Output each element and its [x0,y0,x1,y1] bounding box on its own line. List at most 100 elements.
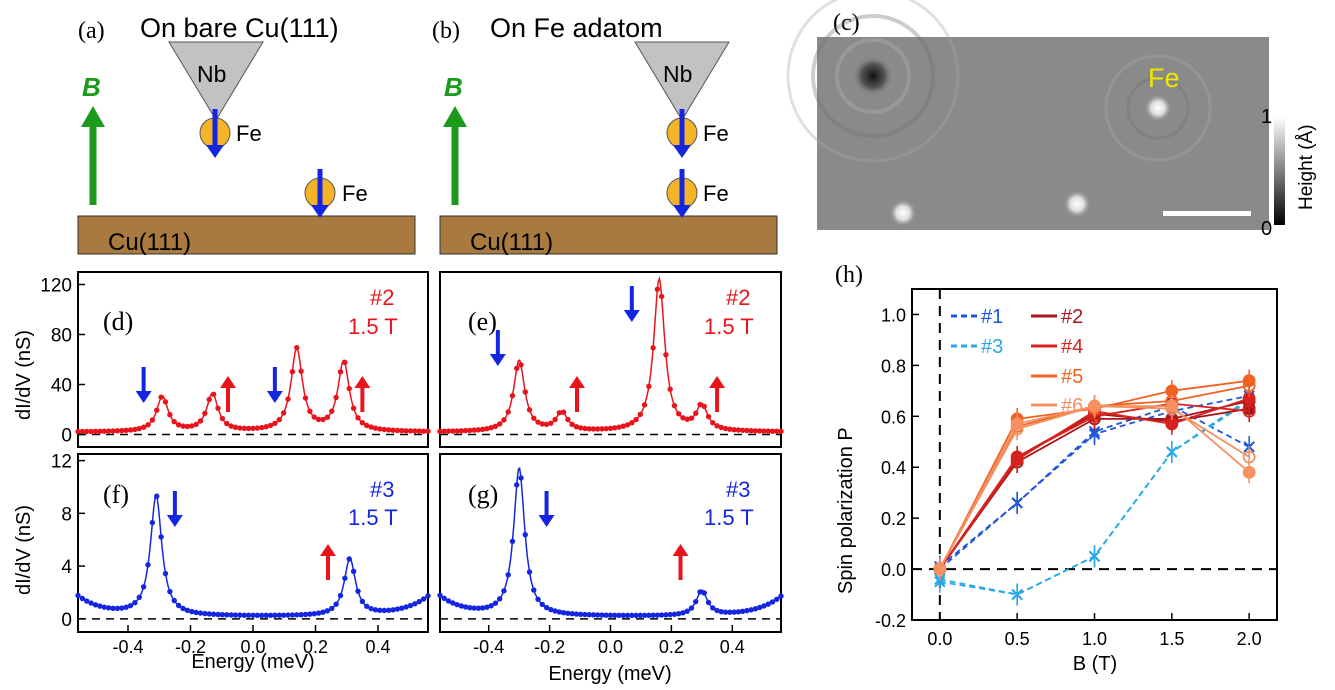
spectrum-point-e [535,419,541,425]
tip-atom-label-a: Fe [236,121,262,146]
spectrum-point-d [136,425,142,432]
panel-a: (a) On bare Cu(111) Cu(111) B Nb Fe Fe [77,13,416,256]
spectrum-point-d [206,396,212,403]
spectrum-point-e [518,362,524,368]
spectrum-point-d [101,428,107,434]
spectrum-point-e [607,425,614,432]
spectrum-point-g [526,569,533,575]
spectrum-point-g [445,598,452,604]
spectrum-point-d [342,359,348,366]
spectrum-point-d [329,408,335,414]
series-point-n6 [1242,465,1256,479]
series-point-n4 [1165,417,1179,431]
spectrum-point-d [355,415,361,421]
spin-arrowhead-g [672,544,689,556]
spectrum-point-e [646,383,652,390]
spectrum-point-f [114,605,121,612]
spectrum-point-f [355,588,361,594]
colorbar-label: Height (Å) [1296,124,1317,210]
legend-label-n3: #3 [981,336,1003,358]
surface-spin-arrowhead-a [311,205,329,218]
spectrum-point-f [119,605,125,611]
spectrum-point-e [496,421,503,427]
spectrum-point-e [616,424,622,430]
spectrum-point-f [101,604,107,610]
spectrum-point-g [586,612,592,618]
tip-atom-label-b: Fe [703,121,729,146]
spectrum-point-e [612,425,618,431]
spectrum-point-g [654,612,661,618]
spectrum-point-e [637,411,644,418]
panel-e-label: (e) [468,307,497,336]
spectrum-point-f [132,600,138,606]
spectrum-point-e [590,426,597,432]
spin-arrowhead-f [166,515,183,527]
spectrum-point-g [612,612,618,618]
spectrum-point-e [573,424,580,430]
spectrum-point-e [744,427,750,434]
h-y-tick-label: 0.0 [881,560,906,580]
spectrum-point-d [399,427,405,434]
h-x-tick-label: 0.5 [1005,629,1030,649]
y-tick-label-d: 0 [61,426,72,447]
spectrum-point-d [267,422,274,429]
h-y-tick-label: -0.2 [875,611,906,631]
panel-b-label: (b) [432,18,460,44]
spectrum-point-d [364,422,370,429]
spectrum-point-f [315,610,322,616]
spectrum-point-g [539,601,545,608]
spectrum-point-f [267,612,274,618]
series-point-n1 [1011,497,1023,509]
spectrum-point-d [215,405,221,411]
spectrum-g-plot [437,466,784,620]
y-tick-label-d: 40 [51,376,72,397]
x-tick-label-g: -0.2 [534,637,565,657]
spectrum-point-f [136,594,142,601]
x-tick-label-f: 0.0 [240,637,265,657]
spectrum-point-f [175,602,182,609]
spectrum-point-d [420,428,427,434]
spectrum-point-f [259,612,265,619]
legend-label-n4: #4 [1061,336,1083,358]
spectrum-point-d [189,423,195,429]
spectrum-point-g [624,612,631,619]
spectrum-point-e [778,428,784,434]
spin-arrowhead-d [135,391,152,403]
field-label-b: B [444,72,463,102]
spectrum-point-f [289,612,296,618]
spectrum-point-e [543,421,550,428]
legend-label-n6: #6 [1061,395,1083,417]
series-point-n1 [1088,428,1101,440]
spectrum-point-g [680,610,686,616]
spectrum-point-d [302,395,309,401]
spectrum-point-f [381,607,387,614]
spectrum-point-f [127,602,134,609]
spectrum-point-g [548,606,554,613]
spectrum-point-d [359,419,366,426]
stm-fe-adatom [1144,94,1172,122]
panel-f-label: (f) [103,480,129,509]
spectrum-point-f [171,597,177,604]
spectrum-point-d [158,394,164,400]
spin-arrowhead-e [623,310,640,322]
panel-d-field: 1.5 T [348,314,398,339]
spectrum-point-f [140,584,147,590]
spectrum-point-e [514,365,520,371]
spectrum-point-e [556,410,563,416]
colorbar [1274,117,1285,225]
panel-d-label: (d) [103,307,133,336]
spectrum-point-f [285,612,291,618]
spectrum-point-d [403,428,409,434]
y-tick-label-d: 80 [51,326,72,347]
spectra-ticks: 0 40 80 120 0 4 8 12 -0.4 -0.2 0.0 0.2 0.4 -0.4 -0.2 0.… [40,276,745,658]
stm-fe-label: Fe [1148,63,1180,93]
spectrum-point-d [197,418,204,424]
spin-arrowhead-f [320,544,336,556]
spectrum-point-d [149,417,156,423]
spectrum-point-g [688,605,695,611]
spectrum-point-g [620,612,626,619]
panel-e-sample: #2 [726,285,750,310]
spectrum-point-d [250,425,256,432]
spectrum-point-f [184,607,191,613]
spectrum-point-d [412,428,418,434]
